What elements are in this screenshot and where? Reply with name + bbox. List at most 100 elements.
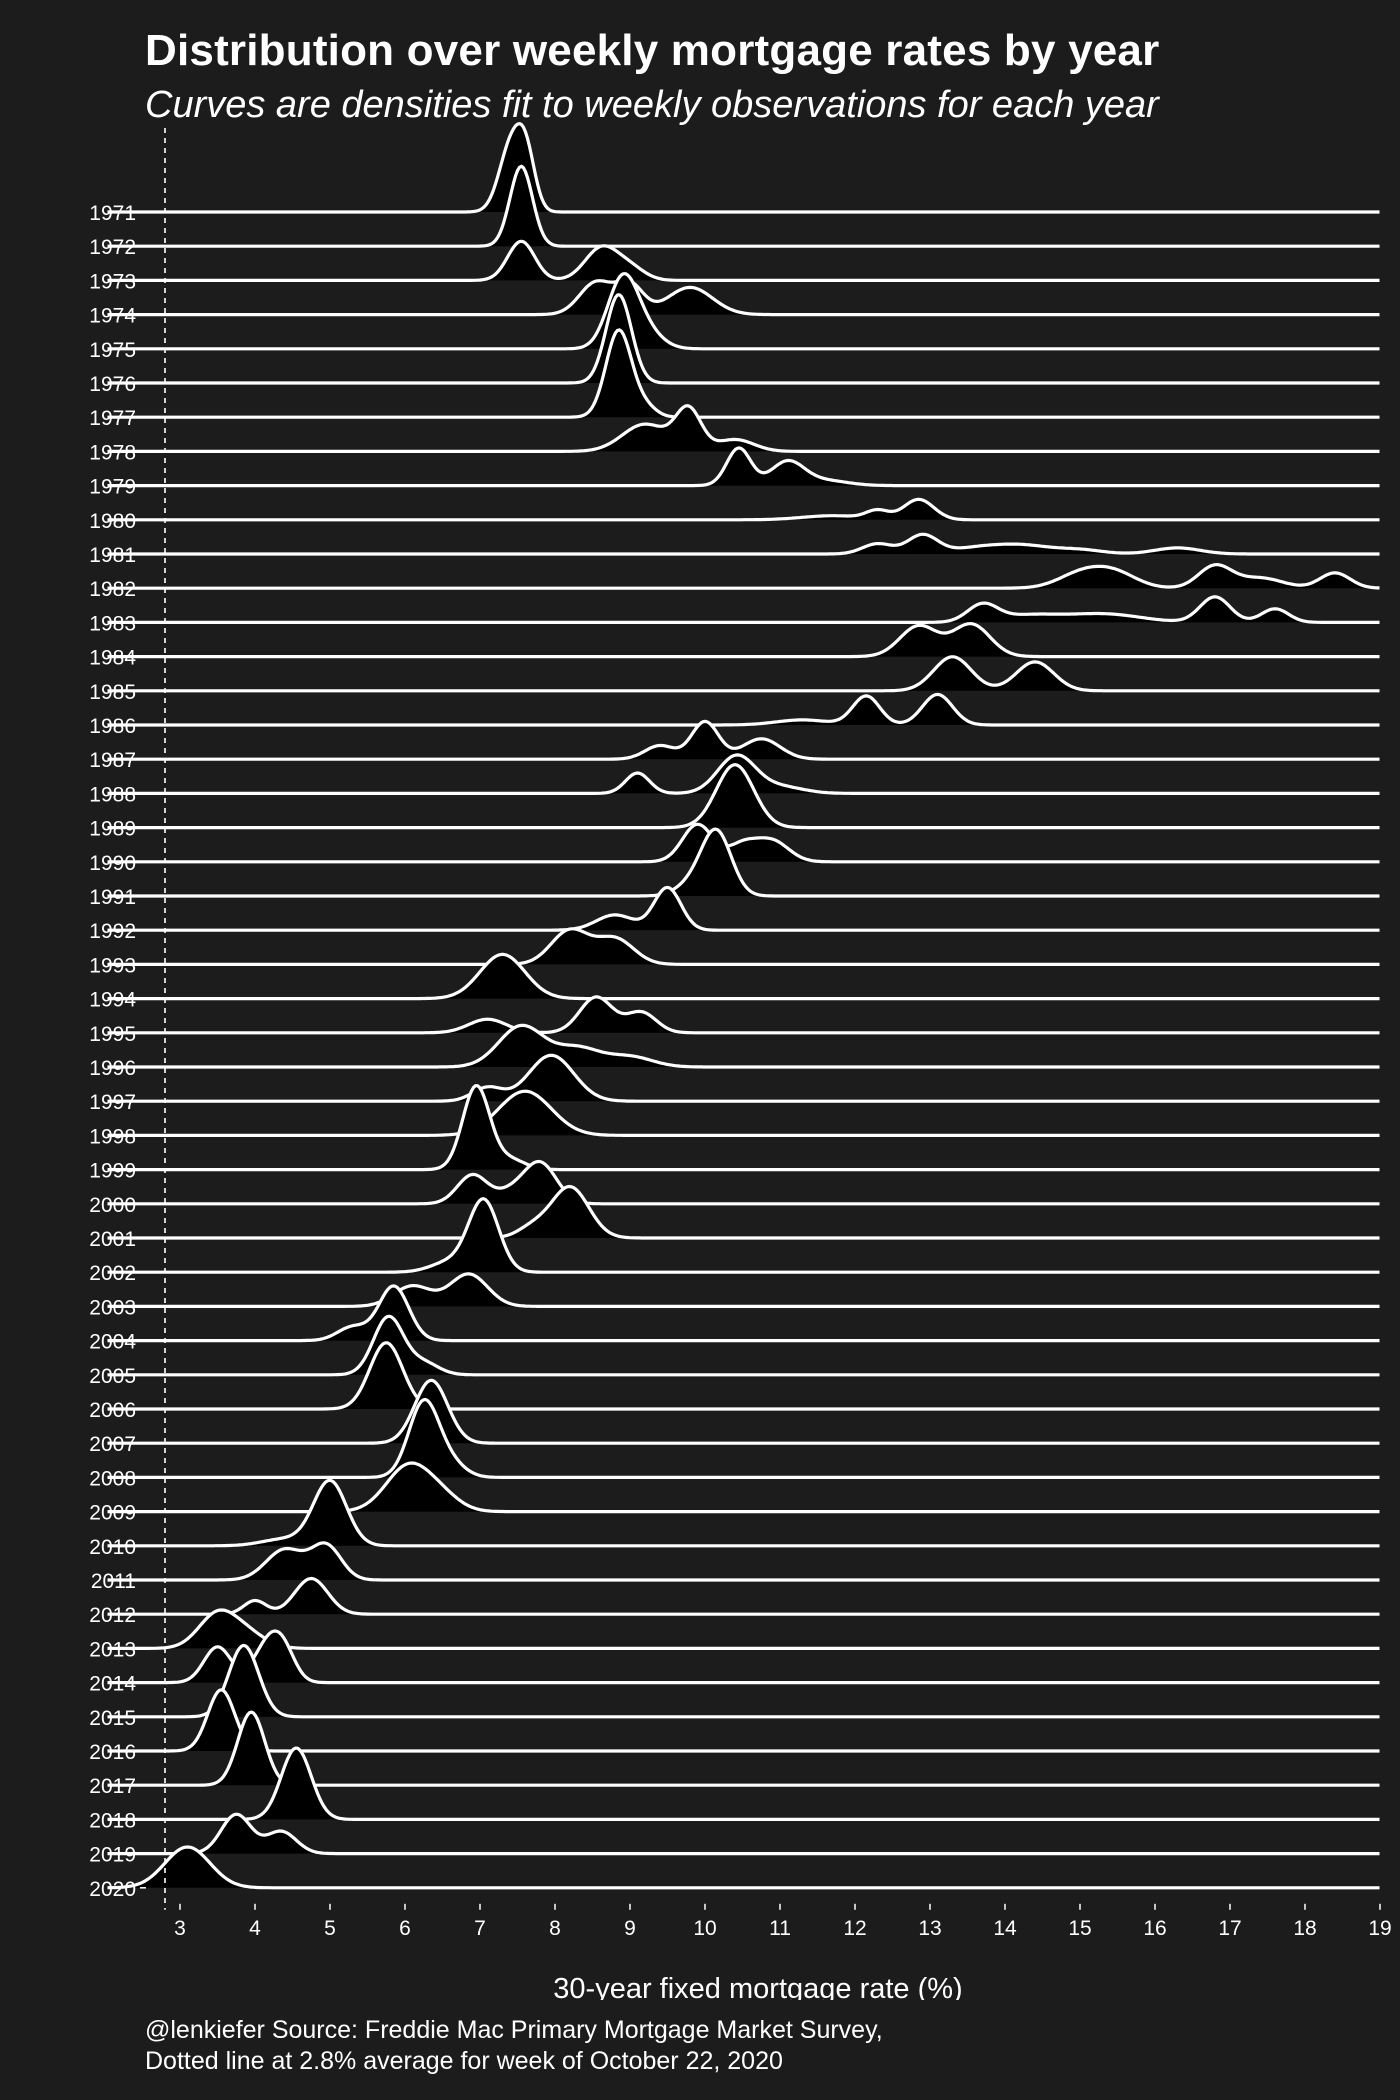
ridge-fill-1981 [107, 534, 1380, 554]
ridge-fill-2017 [107, 1712, 1380, 1786]
ridge-fill-1979 [107, 447, 1380, 486]
year-label-1998: 1998 [89, 1125, 136, 1148]
year-label-1981: 1981 [89, 544, 136, 567]
ridge-line-2013 [107, 1608, 1380, 1650]
ridge-line-2019 [107, 1812, 1380, 1856]
ridge-1996 [107, 1023, 1380, 1069]
ridge-line-2009 [107, 1461, 1380, 1514]
ridge-fill-2013 [107, 1610, 1380, 1649]
x-tick-label-10: 10 [693, 1917, 716, 1940]
ridge-2016 [107, 1688, 1380, 1753]
ridge-line-1984 [107, 622, 1380, 659]
ridge-line-2018 [107, 1746, 1380, 1821]
ridge-line-2017 [107, 1710, 1380, 1787]
ridge-fill-1984 [107, 623, 1380, 657]
ridge-1993 [107, 927, 1380, 966]
ridge-line-2015 [107, 1643, 1380, 1719]
x-tick-label-6: 6 [399, 1917, 411, 1940]
ridgeline-chart: 1971197219731974197519761977197819791980… [89, 122, 1392, 2000]
ridge-line-1976 [107, 293, 1380, 385]
ridge-fill-1990 [107, 824, 1380, 862]
ridge-line-2007 [107, 1378, 1380, 1445]
year-label-2007: 2007 [89, 1433, 136, 1456]
ridge-2005 [107, 1314, 1380, 1377]
ridge-line-2004 [107, 1284, 1380, 1343]
ridge-layer [107, 122, 1380, 1890]
ridge-line-2008 [107, 1397, 1380, 1479]
x-tick-label-8: 8 [549, 1917, 561, 1940]
x-tick-label-14: 14 [993, 1917, 1017, 1940]
year-label-1988: 1988 [89, 783, 136, 806]
ridge-line-1999 [107, 1084, 1380, 1172]
ridge-fill-1977 [107, 329, 1380, 418]
ridge-2003 [107, 1272, 1380, 1308]
ridge-1997 [107, 1053, 1380, 1103]
x-tick-label-12: 12 [843, 1917, 866, 1940]
ridge-2011 [107, 1541, 1380, 1582]
year-label-2002: 2002 [89, 1262, 136, 1285]
year-label-1973: 1973 [89, 270, 136, 293]
ridge-line-2005 [107, 1314, 1380, 1377]
ridge-1981 [107, 532, 1380, 556]
year-label-1993: 1993 [89, 954, 136, 977]
ridge-fill-1989 [107, 764, 1380, 828]
year-label-2001: 2001 [89, 1228, 136, 1251]
ridge-fill-1987 [107, 721, 1380, 760]
ridge-1987 [107, 719, 1380, 761]
year-label-2014: 2014 [89, 1673, 136, 1696]
ridge-line-1980 [107, 497, 1380, 522]
ridge-1972 [107, 164, 1380, 248]
year-label-1991: 1991 [89, 886, 136, 909]
ridge-fill-2001 [107, 1186, 1380, 1238]
year-label-2010: 2010 [89, 1536, 136, 1559]
ridge-fill-1971 [107, 123, 1380, 212]
ridge-fill-2002 [107, 1198, 1380, 1273]
year-label-1971: 1971 [89, 202, 136, 225]
ridge-fill-1999 [107, 1085, 1380, 1170]
ridge-fill-1982 [107, 564, 1380, 589]
ridge-line-1997 [107, 1053, 1380, 1103]
ridge-line-1992 [107, 885, 1380, 932]
x-tick-label-18: 18 [1293, 1917, 1316, 1940]
ridge-line-1975 [107, 272, 1380, 351]
ridge-1979 [107, 446, 1380, 488]
ridge-1978 [107, 404, 1380, 453]
year-label-2011: 2011 [91, 1570, 136, 1593]
year-label-1978: 1978 [89, 441, 136, 464]
ridge-1975 [107, 272, 1380, 351]
ridge-1995 [107, 995, 1380, 1035]
year-label-1985: 1985 [89, 681, 136, 704]
ridge-line-1979 [107, 446, 1380, 488]
ridge-2020 [107, 1845, 1380, 1890]
chart-subtitle: Curves are densities fit to weekly obser… [145, 84, 1159, 126]
year-label-1974: 1974 [89, 305, 136, 328]
year-label-1997: 1997 [89, 1091, 136, 1114]
year-label-1986: 1986 [89, 715, 136, 738]
year-label-1984: 1984 [89, 647, 136, 670]
year-label-2008: 2008 [89, 1467, 136, 1490]
ridge-fill-1974 [107, 280, 1380, 315]
x-tick-label-7: 7 [474, 1917, 486, 1940]
ridge-fill-1978 [107, 405, 1380, 452]
ridge-fill-2011 [107, 1542, 1380, 1580]
year-label-1980: 1980 [89, 510, 136, 533]
ridge-line-2001 [107, 1184, 1380, 1240]
x-tick-label-17: 17 [1218, 1917, 1241, 1940]
year-label-1975: 1975 [89, 339, 136, 362]
ridge-fill-1986 [107, 694, 1380, 725]
ridge-line-1995 [107, 995, 1380, 1035]
ridge-line-2016 [107, 1688, 1380, 1753]
ridge-2019 [107, 1812, 1380, 1856]
ridge-1974 [107, 278, 1380, 317]
year-label-1979: 1979 [89, 476, 136, 499]
x-tick-label-5: 5 [324, 1917, 336, 1940]
ridge-line-2014 [107, 1629, 1380, 1685]
x-tick-label-3: 3 [174, 1917, 186, 1940]
ridge-line-1985 [107, 655, 1380, 693]
ridge-fill-2019 [107, 1814, 1380, 1854]
ridge-fill-2004 [107, 1285, 1380, 1341]
source-note: @lenkiefer Source: Freddie Mac Primary M… [145, 2016, 883, 2044]
ridge-line-1983 [107, 595, 1380, 624]
ridge-fill-1995 [107, 996, 1380, 1033]
ridge-fill-2003 [107, 1273, 1380, 1307]
